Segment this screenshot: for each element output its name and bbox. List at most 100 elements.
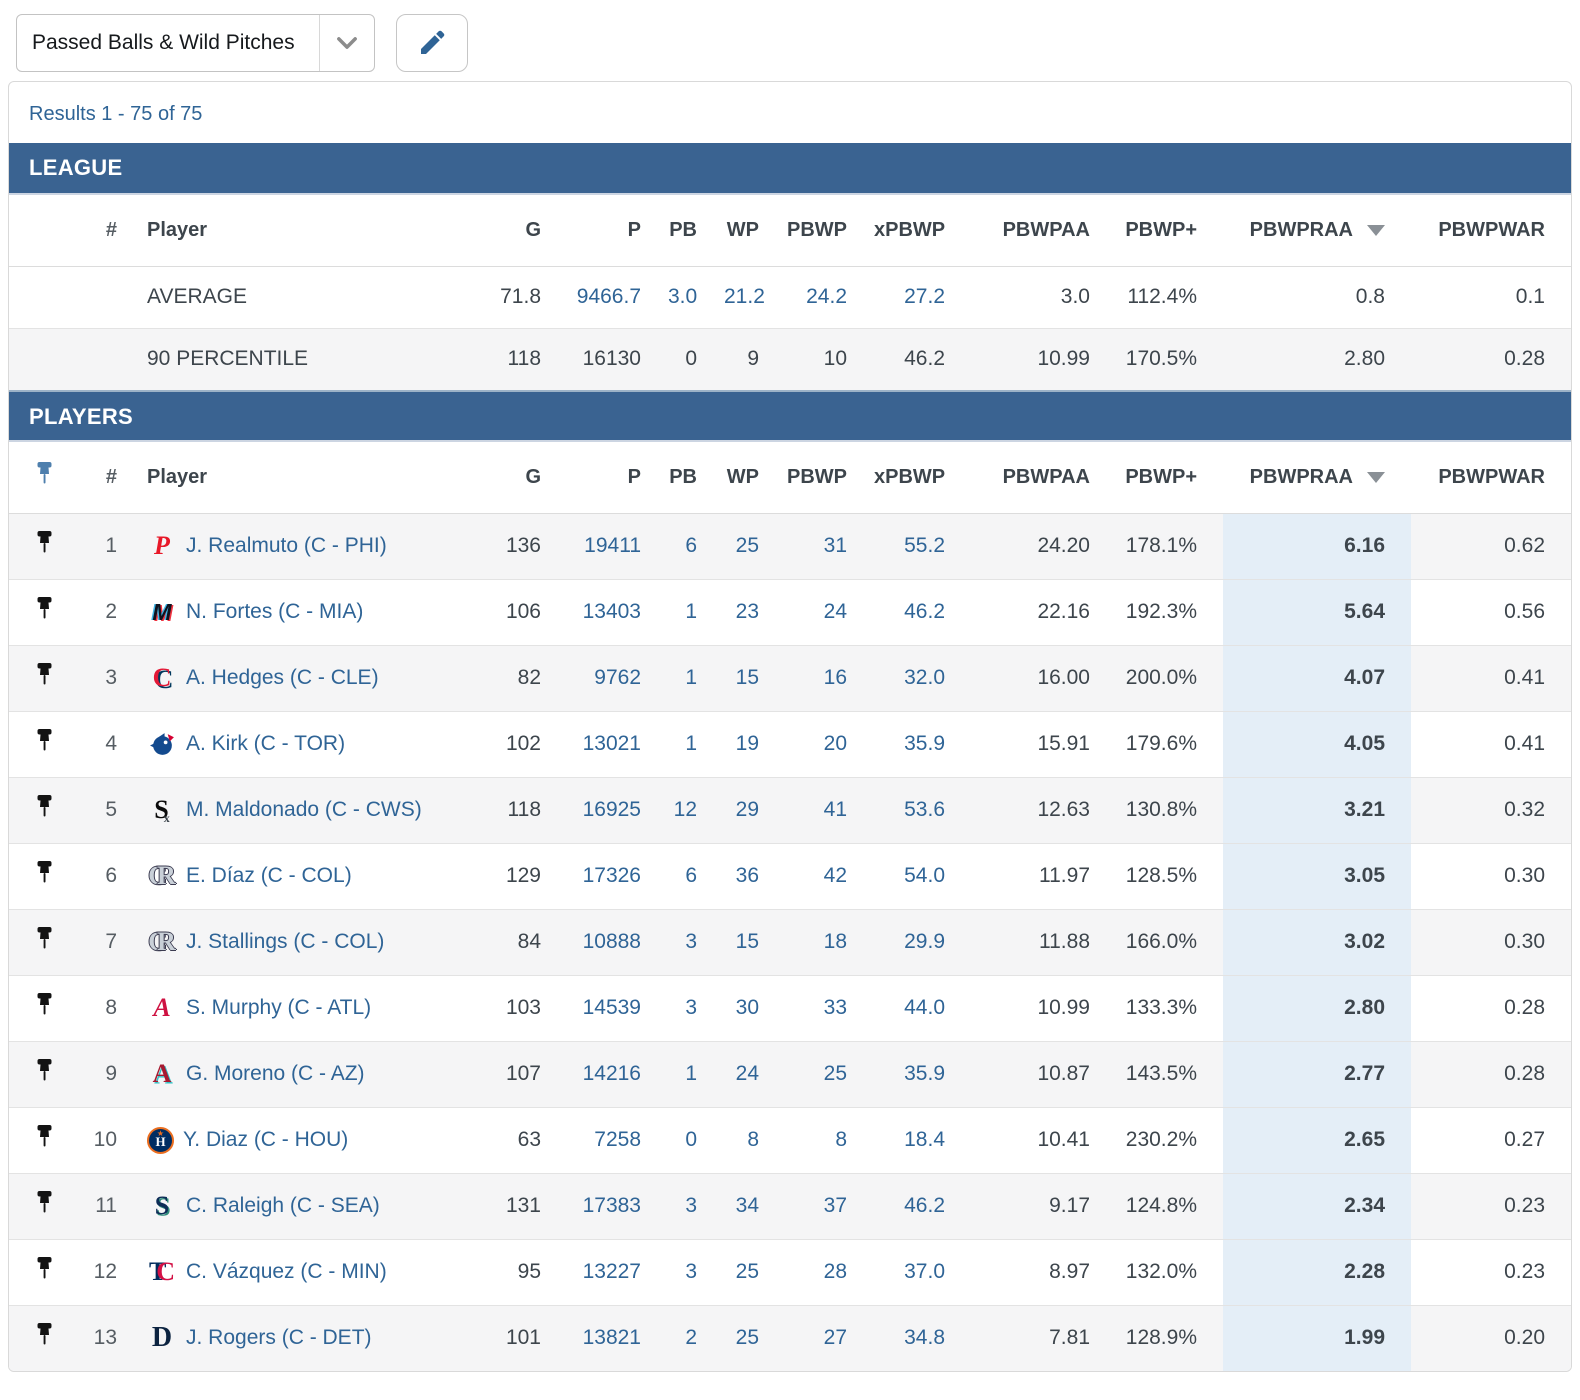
stat-cell-pb[interactable]: 3 <box>667 974 723 1041</box>
column-header-rank[interactable]: # <box>79 195 127 267</box>
stat-cell-xpbwp[interactable]: 35.9 <box>873 1040 971 1107</box>
column-header-xpbwp[interactable]: xPBWP <box>873 195 971 267</box>
stat-cell-p[interactable]: 13021 <box>567 710 667 777</box>
player-link[interactable]: G. Moreno (C - AZ) <box>186 1062 365 1085</box>
stat-cell-pbwp[interactable]: 33 <box>785 974 873 1041</box>
stat-cell-pb[interactable]: 6 <box>685 534 697 557</box>
pin-icon[interactable] <box>35 728 54 755</box>
column-header-pbwp[interactable]: PBWP <box>785 195 873 267</box>
stat-cell-wp[interactable]: 8 <box>723 1106 785 1173</box>
stat-cell-p[interactable]: 7258 <box>567 1106 667 1173</box>
pin-icon[interactable] <box>35 1058 54 1085</box>
column-header-wp[interactable]: WP <box>723 442 785 514</box>
stat-cell-pb[interactable]: 12 <box>667 776 723 843</box>
player-link[interactable]: E. Díaz (C - COL) <box>186 864 352 887</box>
stat-cell-p[interactable]: 14216 <box>567 1040 667 1107</box>
column-header-g[interactable]: G <box>467 442 567 514</box>
pin-icon[interactable] <box>35 530 54 557</box>
stat-cell-xpbwp[interactable]: 34.8 <box>873 1304 971 1371</box>
stat-cell-pb[interactable]: 3 <box>667 908 723 975</box>
stat-cell-p[interactable]: 13821 <box>567 1304 667 1371</box>
column-header-p[interactable]: P <box>567 195 667 267</box>
column-header-wp[interactable]: WP <box>723 195 785 267</box>
player-link[interactable]: J. Realmuto (C - PHI) <box>186 534 387 557</box>
player-link[interactable]: A. Kirk (C - TOR) <box>186 732 346 755</box>
stat-cell-wp[interactable]: 24 <box>723 1040 785 1107</box>
stat-cell-p[interactable]: 10888 <box>567 908 667 975</box>
stat-cell-pbwp[interactable]: 24 <box>785 578 873 645</box>
stat-cell-p[interactable]: 19411 <box>584 534 641 557</box>
stat-cell-pb[interactable]: 1 <box>667 644 723 711</box>
stat-cell-pb[interactable]: 2 <box>667 1304 723 1371</box>
stat-cell-pbwp[interactable]: 16 <box>785 644 873 711</box>
stat-cell-wp[interactable]: 25 <box>723 1304 785 1371</box>
stat-cell-p[interactable]: 17326 <box>567 842 667 909</box>
stat-cell-pbwp[interactable]: 27 <box>785 1304 873 1371</box>
player-link[interactable]: C. Raleigh (C - SEA) <box>186 1194 380 1217</box>
stat-cell-pb[interactable]: 6 <box>667 842 723 909</box>
stat-cell-pbwp[interactable]: 20 <box>785 710 873 777</box>
pin-icon[interactable] <box>35 596 54 623</box>
pin-icon[interactable] <box>35 1256 54 1283</box>
player-link[interactable]: J. Stallings (C - COL) <box>186 930 385 953</box>
stat-cell-p[interactable]: 17383 <box>567 1172 667 1239</box>
stat-cell-xpbwp[interactable]: 35.9 <box>873 710 971 777</box>
stat-cell-xpbwp[interactable]: 27.2 <box>904 285 945 308</box>
stat-cell-xpbwp[interactable]: 55.2 <box>904 534 945 557</box>
stat-cell-xpbwp[interactable]: 53.6 <box>873 776 971 843</box>
pin-column-header[interactable] <box>9 442 79 514</box>
stat-cell-xpbwp[interactable]: 46.2 <box>873 1172 971 1239</box>
player-link[interactable]: C. Vázquez (C - MIN) <box>186 1260 387 1283</box>
stat-cell-pbwp[interactable]: 37 <box>785 1172 873 1239</box>
column-header-player[interactable]: Player <box>127 195 467 267</box>
stat-cell-pb[interactable]: 0 <box>667 1106 723 1173</box>
column-header-pbwpraa[interactable]: PBWPRAA <box>1223 195 1411 267</box>
stat-cell-p[interactable]: 16925 <box>567 776 667 843</box>
stat-cell-wp[interactable]: 30 <box>723 974 785 1041</box>
pin-icon[interactable] <box>35 794 54 821</box>
player-link[interactable]: S. Murphy (C - ATL) <box>186 996 372 1019</box>
stat-cell-xpbwp[interactable]: 37.0 <box>873 1238 971 1305</box>
stat-cell-xpbwp[interactable]: 46.2 <box>873 578 971 645</box>
stat-cell-wp[interactable]: 25 <box>735 534 759 557</box>
column-header-pbwpaa[interactable]: PBWPAA <box>971 195 1116 267</box>
stat-cell-pbwp[interactable]: 28 <box>785 1238 873 1305</box>
player-link[interactable]: J. Rogers (C - DET) <box>186 1326 372 1350</box>
column-header-pb[interactable]: PB <box>667 195 723 267</box>
stat-cell-pb[interactable]: 3 <box>667 1238 723 1305</box>
player-link[interactable]: N. Fortes (C - MIA) <box>186 600 364 623</box>
stat-cell-wp[interactable]: 21.2 <box>724 285 765 308</box>
edit-button[interactable] <box>395 14 468 72</box>
stat-cell-pb[interactable]: 3.0 <box>668 285 698 308</box>
stat-cell-p[interactable]: 13403 <box>567 578 667 645</box>
column-header-g[interactable]: G <box>467 195 567 267</box>
column-header-pbwpwar[interactable]: PBWPWAR <box>1411 195 1571 267</box>
pin-icon[interactable] <box>35 992 54 1019</box>
stat-cell-pb[interactable]: 1 <box>667 1040 723 1107</box>
stat-cell-pb[interactable]: 1 <box>667 710 723 777</box>
stat-cell-pbwp[interactable]: 25 <box>785 1040 873 1107</box>
pin-icon[interactable] <box>35 1322 54 1349</box>
stat-cell-pbwp[interactable]: 18 <box>785 908 873 975</box>
stat-cell-xpbwp[interactable]: 29.9 <box>873 908 971 975</box>
stat-cell-pbwp[interactable]: 31 <box>823 534 847 557</box>
stat-cell-wp[interactable]: 25 <box>723 1238 785 1305</box>
player-link[interactable]: Y. Diaz (C - HOU) <box>183 1128 349 1151</box>
pin-icon[interactable] <box>35 1190 54 1217</box>
column-header-pbwpraa[interactable]: PBWPRAA <box>1223 442 1411 514</box>
pin-icon[interactable] <box>35 662 54 689</box>
stat-cell-xpbwp[interactable]: 32.0 <box>873 644 971 711</box>
stat-cell-p[interactable]: 9762 <box>567 644 667 711</box>
stat-cell-p[interactable]: 14539 <box>567 974 667 1041</box>
stat-cell-xpbwp[interactable]: 54.0 <box>873 842 971 909</box>
report-dropdown[interactable]: Passed Balls & Wild Pitches <box>16 14 375 72</box>
player-link[interactable]: A. Hedges (C - CLE) <box>186 666 379 689</box>
stat-cell-p[interactable]: 9466.7 <box>576 285 641 308</box>
stat-cell-p[interactable]: 13227 <box>567 1238 667 1305</box>
stat-cell-xpbwp[interactable]: 18.4 <box>873 1106 971 1173</box>
stat-cell-xpbwp[interactable]: 44.0 <box>873 974 971 1041</box>
column-header-pb[interactable]: PB <box>667 442 723 514</box>
player-link[interactable]: M. Maldonado (C - CWS) <box>186 798 422 821</box>
column-header-pbwp[interactable]: PBWP <box>785 442 873 514</box>
stat-cell-wp[interactable]: 15 <box>723 644 785 711</box>
